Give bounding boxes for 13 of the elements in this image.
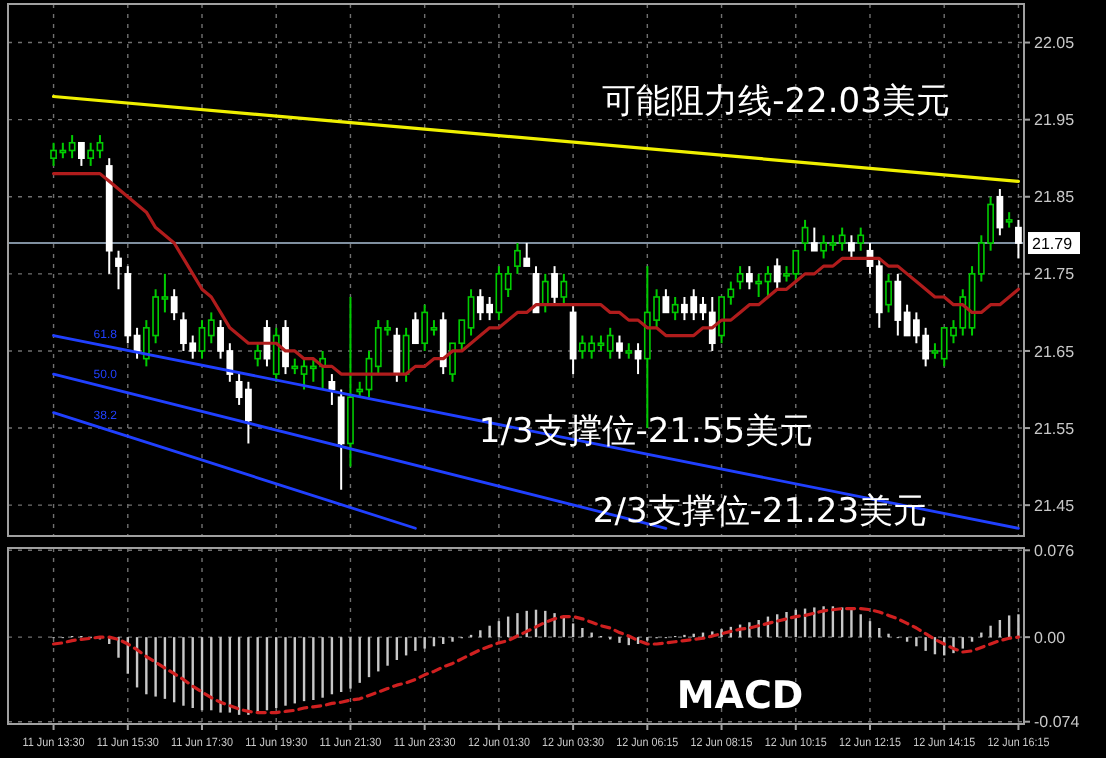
y-tick-label: 21.45: [1034, 496, 1076, 515]
ref-line-label: 21.79: [1032, 234, 1074, 253]
y-tick-label: 21.65: [1034, 342, 1076, 361]
y-tick-label: 21.85: [1034, 188, 1076, 207]
y-tick-label: 22.05: [1034, 34, 1076, 53]
annotation: 可能阻力线-22.03美元: [602, 82, 950, 122]
y-tick-label: 0.00: [1034, 628, 1067, 647]
y-tick-label: 21.95: [1034, 111, 1076, 130]
annotation: MACD: [676, 674, 804, 718]
y-tick-label: 0.076: [1034, 541, 1076, 560]
y-tick-label: 21.55: [1034, 419, 1076, 438]
y-tick-label: -0.074: [1034, 713, 1081, 732]
y-tick-label: 21.75: [1034, 265, 1076, 284]
